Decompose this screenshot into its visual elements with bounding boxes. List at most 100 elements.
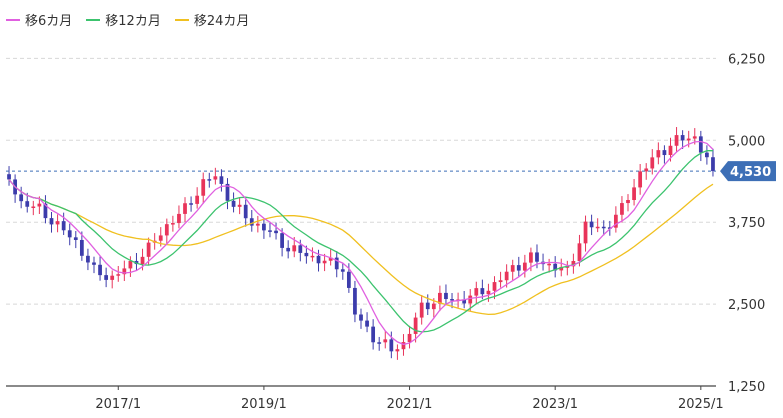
candle-body xyxy=(711,157,715,172)
candle-body xyxy=(571,261,576,267)
candle-body xyxy=(577,243,582,262)
candle-body xyxy=(158,235,163,241)
candle-body xyxy=(425,302,430,310)
candle-body xyxy=(413,317,418,334)
candle-body xyxy=(462,299,467,304)
candle-body xyxy=(86,255,90,263)
candle-body xyxy=(680,135,685,141)
candle-body xyxy=(310,255,315,258)
candle-body xyxy=(662,150,667,156)
candle-body xyxy=(243,204,248,219)
candle-body xyxy=(698,136,703,153)
y-tick-label: 1,250 xyxy=(728,380,765,395)
candle-body xyxy=(43,203,48,219)
candle-body xyxy=(219,176,224,184)
candle-body xyxy=(195,195,200,204)
candle-body xyxy=(407,333,412,343)
candle-body xyxy=(7,174,11,180)
ma12-line xyxy=(8,150,713,333)
ma6-line xyxy=(8,140,714,346)
candle-body xyxy=(170,223,175,225)
candle-body xyxy=(79,239,84,256)
candle-body xyxy=(249,218,254,226)
candle-body xyxy=(61,221,66,231)
candle-body xyxy=(286,247,291,252)
candle-body xyxy=(104,275,109,280)
candle-body xyxy=(177,213,181,224)
candle-body xyxy=(529,252,533,263)
legend-label-ma24: 移24カ月 xyxy=(193,14,250,29)
candle-body xyxy=(474,288,479,296)
candle-body xyxy=(444,292,448,300)
candle-body xyxy=(164,224,169,236)
candle-body xyxy=(626,200,630,204)
candle-body xyxy=(213,176,218,180)
candle-body xyxy=(638,171,643,188)
legend-label-ma12: 移12カ月 xyxy=(105,14,161,29)
y-tick-label: 2,500 xyxy=(728,298,765,313)
candle-body xyxy=(316,255,321,264)
candle-body xyxy=(686,138,691,141)
candle-body xyxy=(98,264,102,276)
candle-body xyxy=(128,260,133,269)
y-tick-label: 3,750 xyxy=(728,216,765,231)
candle-body xyxy=(607,227,612,229)
candle-body xyxy=(516,265,521,271)
candle-body xyxy=(334,257,339,270)
candle-body xyxy=(632,187,636,201)
candle-body xyxy=(438,292,442,304)
candle-body xyxy=(522,262,527,271)
candle-body xyxy=(231,200,236,207)
candle-body xyxy=(322,260,327,264)
candle-body xyxy=(510,265,515,272)
candle-body xyxy=(492,282,497,291)
candle-body xyxy=(49,218,54,225)
x-tick-label: 2021/1 xyxy=(387,397,433,412)
candle-body xyxy=(353,287,357,315)
candle-body xyxy=(401,342,406,350)
candle-body xyxy=(346,271,351,288)
candle-body xyxy=(395,349,400,352)
candle-body xyxy=(559,266,564,271)
ma24-swatch xyxy=(174,18,189,21)
candle-body xyxy=(583,221,588,244)
candle-body xyxy=(116,274,121,276)
candle-body xyxy=(365,320,369,327)
candle-body xyxy=(340,269,345,272)
candle-body xyxy=(328,257,333,261)
candle-body xyxy=(553,263,558,271)
candle-body xyxy=(37,203,42,207)
y-tick-label: 5,000 xyxy=(728,134,765,149)
ma12-swatch xyxy=(86,18,101,21)
legend-item-ma12[interactable]: 移12カ月 xyxy=(86,10,161,29)
candle-body xyxy=(589,221,594,228)
candle-body xyxy=(298,245,303,253)
candle-body xyxy=(73,237,78,240)
candle-body xyxy=(650,157,655,169)
x-tick-label: 2019/1 xyxy=(241,397,287,412)
current-price-tag xyxy=(720,161,776,182)
candle-body xyxy=(268,230,272,232)
candle-body xyxy=(67,230,72,238)
legend-item-ma24[interactable]: 移24カ月 xyxy=(174,10,250,29)
ma24-line xyxy=(8,179,714,316)
ma6-swatch xyxy=(6,18,20,21)
candle-body xyxy=(620,203,624,215)
legend-item-ma6[interactable]: 移6カ月 xyxy=(6,10,72,29)
candle-body xyxy=(383,339,388,343)
candle-body xyxy=(547,263,552,266)
candle-body xyxy=(359,314,363,321)
candle-body xyxy=(498,280,503,283)
candle-body xyxy=(595,226,600,229)
candle-body xyxy=(705,152,709,158)
candle-body xyxy=(377,342,382,344)
candle-body xyxy=(601,226,606,229)
candle-body xyxy=(644,168,649,172)
candle-body xyxy=(55,221,60,225)
candle-body xyxy=(535,252,539,262)
x-tick-label: 2017/1 xyxy=(95,397,141,412)
candle-body xyxy=(31,206,36,208)
candle-body xyxy=(613,214,618,228)
